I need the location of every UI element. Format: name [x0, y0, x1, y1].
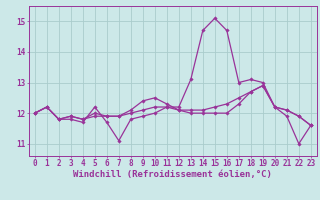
X-axis label: Windchill (Refroidissement éolien,°C): Windchill (Refroidissement éolien,°C): [73, 170, 272, 179]
